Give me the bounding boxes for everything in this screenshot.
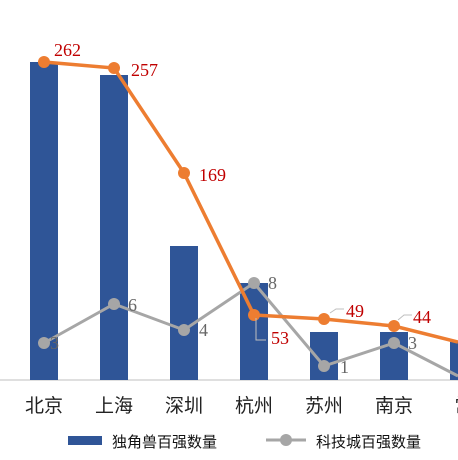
legend-bar-swatch <box>68 436 102 445</box>
orange-label-1: 262 <box>54 40 81 60</box>
gray-label-1: 3 <box>50 333 59 353</box>
orange-point-3 <box>178 167 190 179</box>
orange-point-5 <box>318 313 330 325</box>
orange-leader-49 <box>329 308 344 314</box>
category-label-6: 南京 <box>375 395 413 417</box>
gray-line-series: 3 6 4 8 1 3 <box>38 273 458 378</box>
legend-line-marker <box>280 434 292 446</box>
orange-leader-53 <box>255 318 266 341</box>
category-label-1: 北京 <box>25 395 63 417</box>
legend: 独角兽百强数量 科技城百强数量 <box>68 433 421 451</box>
bar-7 <box>450 342 458 380</box>
legend-line-label: 科技城百强数量 <box>316 433 421 451</box>
gray-label-5: 1 <box>340 357 349 377</box>
orange-label-6: 44 <box>413 307 431 327</box>
orange-label-4: 53 <box>271 328 289 348</box>
category-label-3: 深圳 <box>165 395 203 417</box>
category-label-2: 上海 <box>95 395 133 417</box>
gray-point-6 <box>388 337 400 349</box>
orange-point-4 <box>248 309 260 321</box>
orange-label-5: 49 <box>346 301 364 321</box>
gray-point-3 <box>178 324 190 336</box>
orange-point-1 <box>38 56 50 68</box>
gray-point-1 <box>38 337 50 349</box>
legend-bar-label: 独角兽百强数量 <box>112 433 217 451</box>
gray-label-6: 3 <box>408 333 417 353</box>
category-labels: 北京 上海 深圳 杭州 苏州 南京 常 <box>25 395 458 417</box>
gray-label-2: 6 <box>128 295 137 315</box>
bar-series <box>30 62 458 380</box>
orange-point-2 <box>108 62 120 74</box>
orange-leader-44 <box>397 314 412 321</box>
orange-point-6 <box>388 320 400 332</box>
gray-point-5 <box>318 360 330 372</box>
bar-1 <box>30 62 58 380</box>
gray-point-4 <box>248 277 260 289</box>
orange-label-2: 257 <box>131 60 158 80</box>
bar-3 <box>170 246 198 380</box>
category-label-4: 杭州 <box>235 395 273 417</box>
category-label-5: 苏州 <box>305 395 343 417</box>
orange-label-3: 169 <box>199 165 226 185</box>
category-label-7: 常 <box>454 395 458 417</box>
bar-2 <box>100 75 128 380</box>
gray-label-4: 8 <box>268 273 277 293</box>
gray-label-3: 4 <box>199 320 208 340</box>
orange-line-series: 262 257 169 53 49 44 <box>38 40 458 348</box>
gray-point-2 <box>108 298 120 310</box>
